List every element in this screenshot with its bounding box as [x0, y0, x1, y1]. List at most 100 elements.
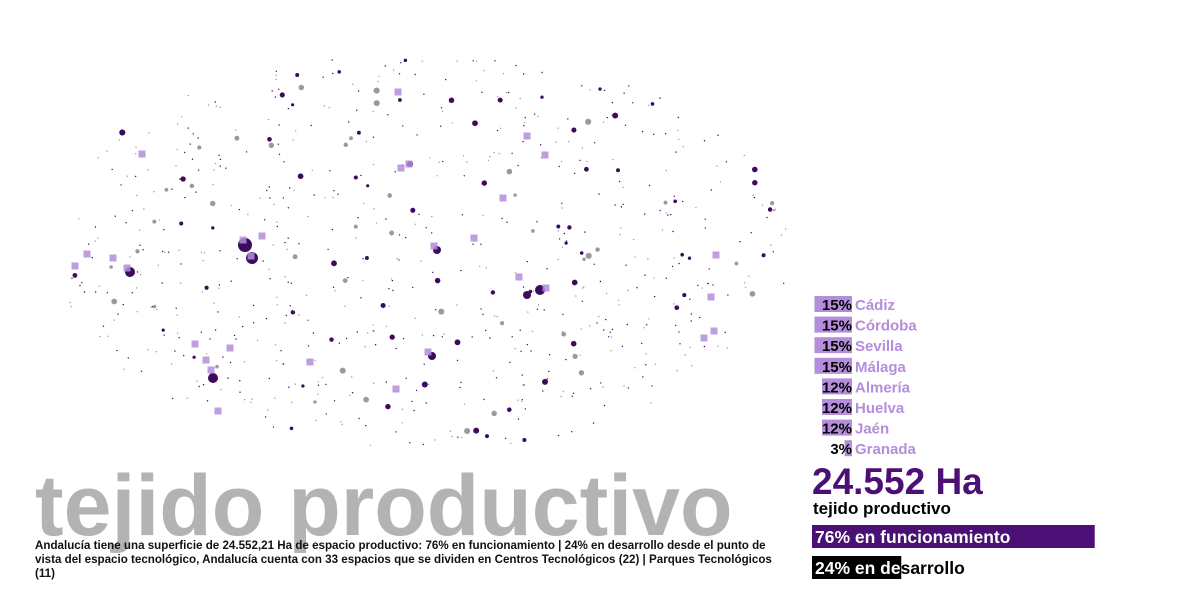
map-dot [219, 106, 221, 109]
map-dot [532, 290, 535, 292]
map-dot [761, 253, 766, 258]
map-marker [542, 284, 550, 292]
map-dot [626, 323, 628, 326]
map-dot [618, 304, 620, 306]
map-dot [394, 171, 396, 173]
map-dot [409, 442, 411, 444]
map-dot [333, 400, 336, 402]
map-dot [273, 203, 275, 206]
map-dot [209, 338, 211, 340]
map-dot [750, 232, 752, 234]
map-dot [703, 345, 706, 348]
map-dot [510, 442, 512, 444]
map-dot [610, 336, 613, 338]
map-dot [522, 73, 525, 75]
map-dot [504, 437, 507, 439]
map-dot [189, 143, 191, 145]
map-dot [324, 197, 326, 199]
map-marker [712, 251, 720, 259]
map-dot [673, 303, 675, 305]
map-dot [325, 413, 327, 415]
map-dot [502, 72, 505, 75]
map-dot [556, 224, 561, 229]
map-dot [522, 437, 527, 443]
map-dot [385, 403, 391, 410]
map-dot [441, 110, 444, 113]
map-dot [645, 353, 647, 355]
map-dot [589, 325, 591, 327]
map-dot [485, 434, 489, 439]
map-marker [499, 194, 507, 202]
map-dot [214, 162, 217, 165]
map-dot [659, 97, 661, 99]
map-dot [548, 354, 551, 356]
map-dot [374, 344, 377, 346]
map-dot [219, 158, 222, 161]
map-dot [684, 354, 686, 356]
map-dot [584, 166, 589, 172]
map-dot [627, 387, 629, 389]
map-dot [176, 148, 178, 151]
map-dot [682, 293, 687, 298]
map-dot [286, 248, 288, 251]
map-dot [420, 260, 422, 262]
map-dot [752, 179, 758, 186]
map-dot [272, 244, 274, 246]
map-dot [275, 78, 277, 81]
map-dot [457, 436, 459, 438]
map-dot [187, 127, 189, 129]
map-dot [344, 305, 346, 307]
map-dot [432, 334, 435, 337]
province-name: Málaga [855, 359, 907, 376]
map-dot [665, 212, 667, 214]
map-dot [425, 227, 427, 229]
map-dot [634, 256, 636, 258]
map-dot [526, 260, 528, 263]
map-dot [438, 161, 440, 163]
map-dot [373, 208, 375, 210]
province-name: Huelva [855, 400, 905, 417]
map-dot [401, 408, 404, 411]
map-dot [353, 175, 358, 180]
map-dot [267, 118, 270, 121]
map-dot [217, 311, 219, 313]
map-dot [171, 188, 173, 190]
share-bar [844, 440, 852, 457]
map-dot [372, 324, 374, 326]
map-dot [222, 356, 224, 358]
map-dot [135, 287, 138, 289]
map-dot [677, 129, 679, 132]
map-dot [175, 307, 177, 309]
map-dot [632, 238, 635, 241]
map-dot [572, 392, 575, 394]
map-dot [233, 334, 236, 337]
map-dot [704, 227, 706, 229]
map-dot [571, 395, 573, 397]
map-dot [496, 96, 499, 98]
map-dot [690, 313, 693, 315]
map-dot [603, 329, 605, 331]
map-marker [191, 340, 199, 348]
map-dot [481, 91, 483, 94]
map-dot [179, 178, 181, 180]
map-dot [533, 113, 536, 115]
map-dot [623, 385, 625, 387]
map-dot [392, 69, 395, 71]
map-dot [434, 439, 436, 441]
map-dot [204, 285, 209, 290]
status-label: 76% en funcionamiento [815, 527, 1010, 547]
map-dot [287, 237, 289, 239]
map-dot [602, 121, 605, 124]
map-dot [515, 64, 517, 67]
map-dot [148, 132, 150, 134]
map-dot [647, 258, 649, 260]
map-dot [402, 125, 404, 127]
map-dot [627, 289, 629, 292]
map-dot [267, 136, 272, 142]
map-dot [191, 158, 194, 160]
map-dot [212, 184, 214, 186]
map-dot [219, 165, 221, 167]
map-dot [202, 384, 205, 386]
map-dot [251, 398, 253, 400]
map-dot [352, 83, 354, 86]
